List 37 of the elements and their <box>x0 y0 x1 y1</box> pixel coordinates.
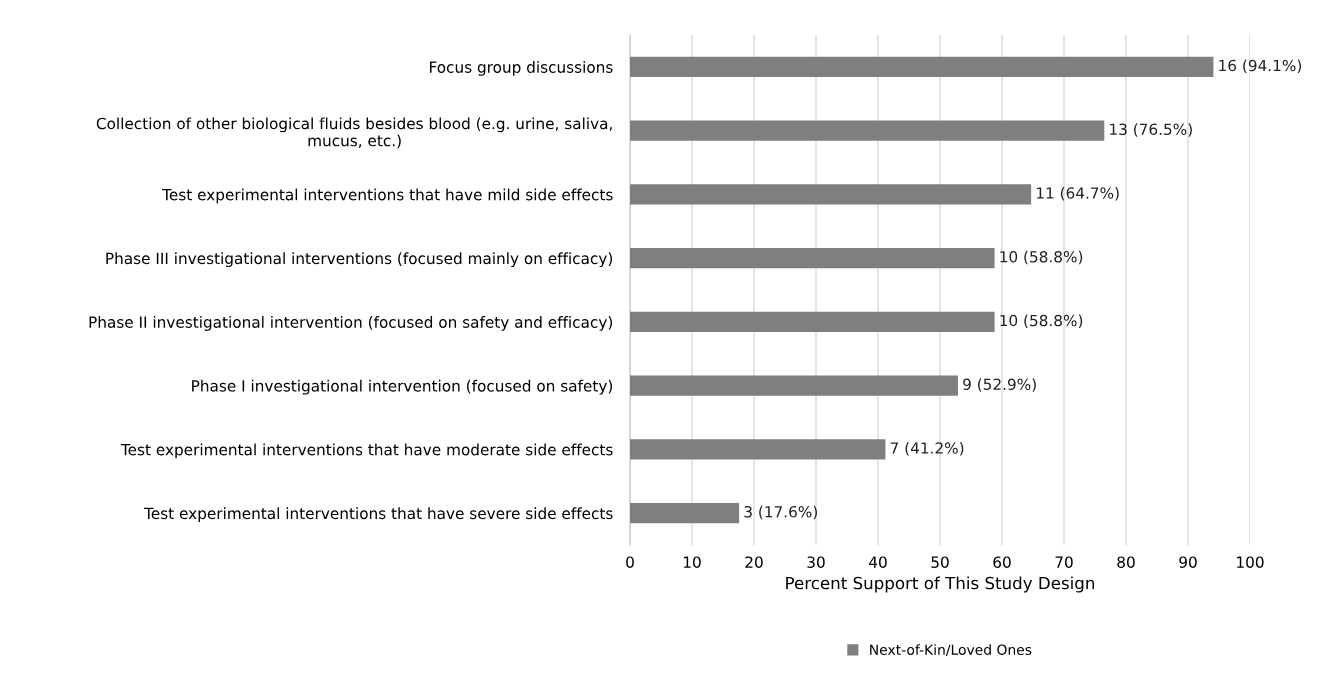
y-tick-label: Phase III investigational interventions (focused mainly on efficacy) <box>106 252 613 268</box>
x-tick-label: 80 <box>1117 556 1135 568</box>
y-tick-label: Phase II investigational intervention (focused on safety and efficacy) <box>89 316 613 331</box>
x-axis-title: Percent Support of This Study Design <box>786 576 1095 593</box>
y-tick-label: Test experimental interventions that have severe side effects <box>144 507 613 523</box>
x-tick-label: 0 <box>626 556 634 568</box>
x-tick-label: 100 <box>1237 556 1264 568</box>
bar <box>630 184 1032 205</box>
x-tick-label: 70 <box>1055 556 1073 568</box>
data-label: 10 (58.8%) <box>1000 250 1083 265</box>
x-tick-label: 40 <box>869 556 887 568</box>
data-label: 7 (41.2%) <box>890 442 964 456</box>
x-tick-label: 20 <box>745 556 763 568</box>
data-label: 16 (94.1%) <box>1219 59 1302 74</box>
bar <box>630 311 995 333</box>
x-tick-label: 90 <box>1179 556 1197 568</box>
bar <box>630 56 1214 78</box>
bar <box>630 439 886 460</box>
data-label: 11 (64.7%) <box>1036 187 1119 201</box>
x-tick-label: 50 <box>931 556 949 568</box>
y-tick-label: Focus group discussions <box>430 61 613 76</box>
bar <box>630 502 740 524</box>
y-tick-label: Collection of other biological fluids besides blood (e.g. urine, saliva, mucus, etc.) <box>96 117 612 149</box>
legend-label: Next-of-Kin/Loved Ones <box>870 644 1032 657</box>
y-tick-label: Test experimental interventions that have moderate side effects <box>120 443 613 459</box>
bar <box>630 120 1105 141</box>
x-tick-label: 10 <box>683 556 701 568</box>
y-tick-label: Phase I investigational intervention (focused on safety) <box>192 379 613 395</box>
data-label: 10 (58.8%) <box>1000 314 1083 329</box>
x-tick-label: 60 <box>993 556 1011 568</box>
data-label: 13 (76.5%) <box>1110 123 1192 137</box>
data-label: 9 (52.9%) <box>963 378 1036 392</box>
y-tick-label: Test experimental interventions that have mild side effects <box>162 188 613 204</box>
x-tick-label: 30 <box>807 556 825 568</box>
data-label: 3 (17.6%) <box>744 505 818 520</box>
bar <box>630 375 958 396</box>
bar <box>630 247 995 269</box>
